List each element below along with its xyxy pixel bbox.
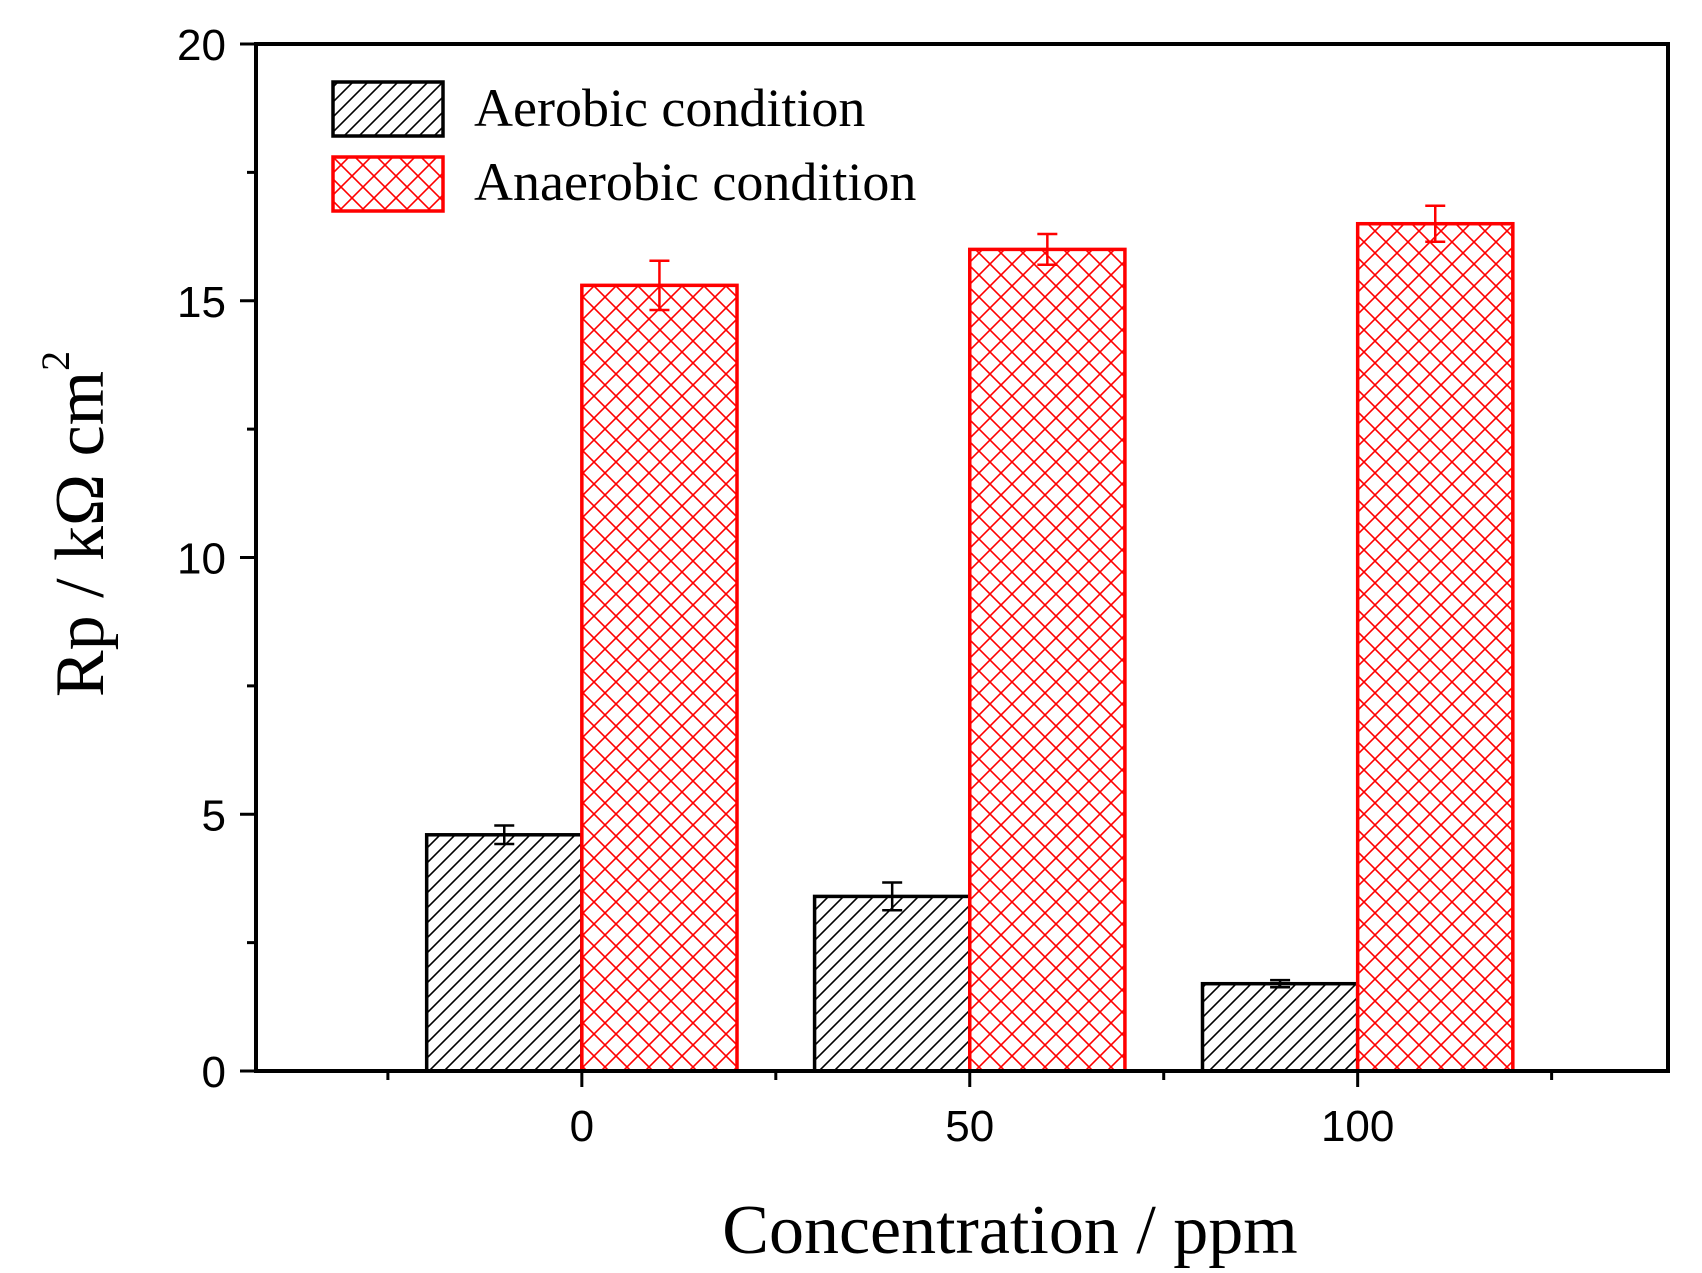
bar-anaerobic-100 <box>1355 221 1515 1073</box>
bars-layer <box>424 221 1515 1073</box>
error-bar-anaerobic-0 <box>649 259 670 312</box>
y-axis-title: Rp / kΩ cm2 <box>33 351 119 697</box>
error-bars-layer <box>494 204 1446 989</box>
bar-anaerobic-50 <box>968 247 1127 1073</box>
bar-anaerobic-0 <box>580 283 739 1073</box>
y-axis: 0 5 10 15 20 <box>177 21 256 1097</box>
y-tick-label: 0 <box>202 1048 226 1097</box>
legend: Aerobic condition Anaerobic condition <box>331 78 916 213</box>
x-tick-label: 0 <box>570 1102 594 1151</box>
y-axis-title-main: Rp / kΩ cm <box>42 371 119 697</box>
error-bar-aerobic-0 <box>494 824 515 846</box>
y-tick-label: 15 <box>177 278 226 327</box>
error-bar-aerobic-50 <box>882 881 903 912</box>
x-axis: 0 50 100 <box>386 1071 1554 1151</box>
bar-aerobic-100 <box>1200 981 1360 1073</box>
x-axis-title: Concentration / ppm <box>722 1192 1297 1269</box>
y-axis-title-superscript: 2 <box>33 351 78 371</box>
error-bar-anaerobic-50 <box>1037 232 1058 267</box>
legend-label-aerobic: Aerobic condition <box>474 78 865 138</box>
legend-swatch-anaerobic <box>331 155 445 213</box>
error-bar-anaerobic-100 <box>1425 204 1446 243</box>
x-tick-label: 50 <box>945 1102 994 1151</box>
bar-aerobic-50 <box>812 894 972 1073</box>
y-tick-label: 20 <box>177 21 226 70</box>
error-bar-aerobic-100 <box>1270 978 1291 989</box>
y-tick-label: 5 <box>202 791 226 840</box>
y-tick-label: 10 <box>177 535 226 584</box>
legend-swatch-aerobic <box>331 80 445 138</box>
bar-aerobic-0 <box>424 833 584 1073</box>
x-tick-label: 100 <box>1321 1102 1394 1151</box>
legend-label-anaerobic: Anaerobic condition <box>474 152 916 212</box>
